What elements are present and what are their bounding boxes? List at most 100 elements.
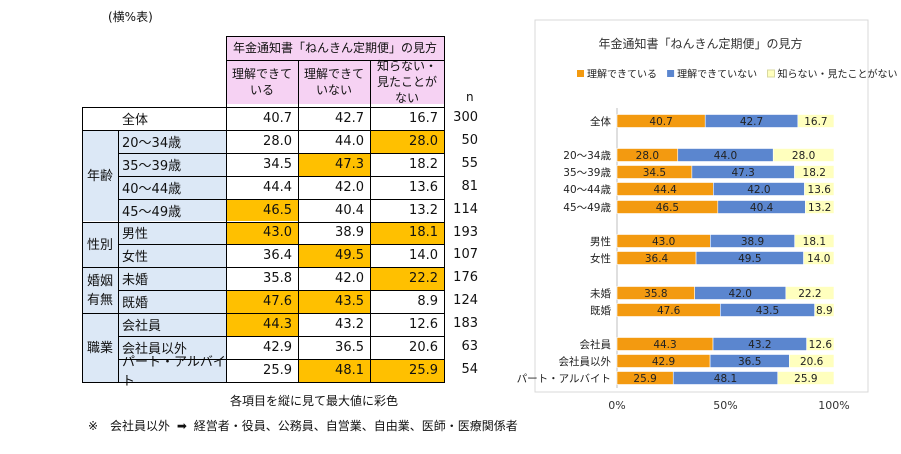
group-label: 婚姻 有無 <box>82 267 118 314</box>
group-label-line: 性別 <box>86 237 113 253</box>
grid-line <box>118 359 445 360</box>
table-cell: 25.9 <box>370 358 444 382</box>
bar-segment <box>772 148 835 162</box>
data-label: 42.9 <box>652 356 675 368</box>
table-cell: 13.2 <box>370 198 444 222</box>
data-label: 22.2 <box>798 288 821 300</box>
row-n: 300 <box>453 110 478 125</box>
arrow-icon: ➡ <box>176 419 187 433</box>
category-label: 20～34歳 <box>563 150 611 162</box>
table-cell: 36.5 <box>298 336 370 359</box>
table-cell: 34.5 <box>226 152 298 176</box>
table-cell: 43.0 <box>226 221 298 245</box>
data-label: 42.0 <box>747 184 770 196</box>
row-label: 未婚 <box>118 267 226 291</box>
chart-title: 年金通知書「ねんきん定期便」の見方 <box>598 36 802 51</box>
data-label: 16.7 <box>804 116 827 128</box>
row-label: 会社員以外 <box>118 336 226 359</box>
table-cell: 13.6 <box>370 175 444 199</box>
bar-segment <box>804 182 835 196</box>
row-n: 114 <box>453 201 478 217</box>
bar-segment <box>803 251 835 265</box>
group-label: 性別 <box>82 221 118 268</box>
grid-line <box>444 36 445 383</box>
table-cell: 12.6 <box>370 313 444 336</box>
category-label: 35～39歳 <box>563 167 611 179</box>
bar-segment <box>777 371 835 385</box>
data-label: 18.1 <box>803 236 826 248</box>
group-label-line: 婚姻 <box>86 273 113 289</box>
data-label: 44.4 <box>653 184 677 196</box>
row-label: 女性 <box>118 244 226 268</box>
row-n: 176 <box>453 270 478 286</box>
grid-line <box>82 313 445 314</box>
row-n: 193 <box>453 224 478 240</box>
group-label-line: 有無 <box>86 293 113 309</box>
table-cell: 38.9 <box>298 221 370 245</box>
data-label: 48.1 <box>714 373 737 385</box>
data-label: 47.3 <box>731 167 754 179</box>
row-n: 50 <box>461 132 478 148</box>
grid-line <box>118 336 445 337</box>
data-label: 46.5 <box>656 202 679 214</box>
grid-line <box>118 176 445 177</box>
row-label: 既婚 <box>118 290 226 314</box>
column-header: 理解できている <box>226 60 298 104</box>
column-header: 理解できていない <box>298 60 370 104</box>
grid-line <box>226 36 227 382</box>
row-label: 40～44歳 <box>118 175 226 199</box>
table-cell: 47.3 <box>298 152 370 176</box>
data-label: 36.4 <box>645 253 669 265</box>
grid-line <box>298 60 299 382</box>
category-label: 未婚 <box>590 287 611 300</box>
row-label: 45～49歳 <box>118 198 226 222</box>
table-cell: 44.3 <box>226 313 298 336</box>
chart-frame <box>534 19 869 393</box>
legend-swatch <box>767 69 775 78</box>
bar-segment <box>794 165 835 179</box>
data-label: 25.9 <box>633 373 656 385</box>
grid-line <box>118 130 119 382</box>
table-cell: 46.5 <box>226 198 298 222</box>
grid-line <box>118 199 445 200</box>
row-label: 会社員 <box>118 313 226 336</box>
category-label: パート・アルバイト <box>517 373 611 385</box>
data-label: 44.3 <box>653 339 676 351</box>
table-cell: 42.0 <box>298 175 370 199</box>
data-label: 43.5 <box>756 305 779 317</box>
data-label: 43.2 <box>748 339 771 351</box>
x-tick-label: 50% <box>713 399 737 412</box>
table-cell: 22.2 <box>370 267 444 291</box>
group-label-line: 職業 <box>86 340 113 356</box>
data-label: 13.2 <box>808 202 831 214</box>
legend-label: 理解できている <box>587 68 657 81</box>
legend-swatch <box>667 70 675 77</box>
bar-segment <box>797 114 835 128</box>
legend-swatch <box>577 70 584 77</box>
table-cell: 28.0 <box>370 129 444 153</box>
table-cell: 43.5 <box>298 290 370 314</box>
table-cell: 43.2 <box>298 313 370 336</box>
table-cell: 49.5 <box>298 244 370 268</box>
table-cell: 20.6 <box>370 336 444 359</box>
grid-line <box>82 222 445 223</box>
table-cell: 18.1 <box>370 221 444 245</box>
table-cell: 16.7 <box>370 107 444 130</box>
bar-segment <box>788 354 835 368</box>
data-label: 44.0 <box>714 150 737 162</box>
row-label: 全体 <box>82 107 226 130</box>
grid-line <box>370 60 371 382</box>
bar-segment <box>805 200 835 214</box>
data-label: 14.0 <box>807 253 830 265</box>
grid-line <box>226 60 445 61</box>
grid-line <box>82 267 445 268</box>
row-label: 35～39歳 <box>118 152 226 176</box>
data-label: 18.2 <box>803 167 826 179</box>
x-tick-label: 100% <box>818 399 849 412</box>
category-label: 既婚 <box>590 304 611 317</box>
table-cell: 25.9 <box>226 358 298 382</box>
group-label: 職業 <box>82 313 118 382</box>
table-cell: 8.9 <box>370 290 444 314</box>
grid-line <box>118 153 445 154</box>
